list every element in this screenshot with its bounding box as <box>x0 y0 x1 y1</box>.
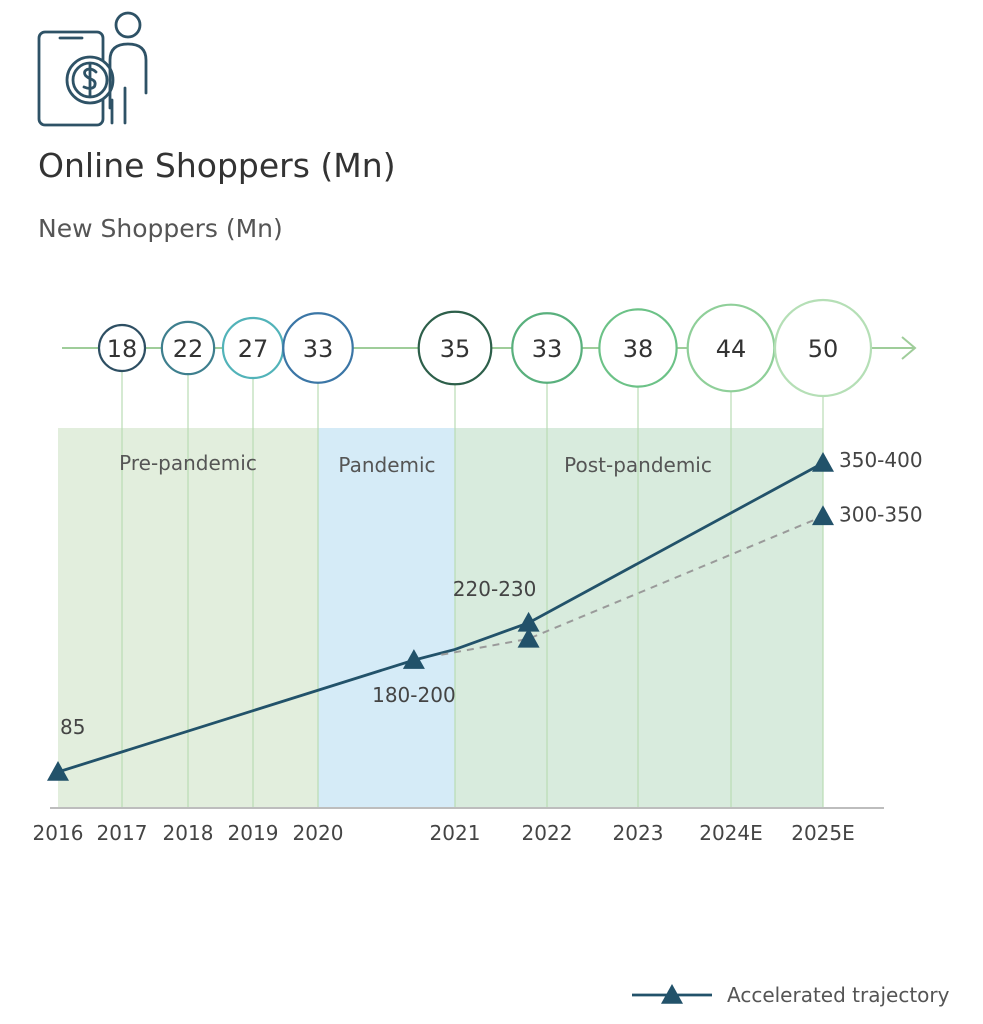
new-shoppers-value: 27 <box>238 335 269 363</box>
new-shoppers-value: 35 <box>440 335 471 363</box>
legend-label: Accelerated trajectory <box>727 983 950 1007</box>
phase-label: Pre-pandemic <box>119 451 257 475</box>
data-label: 180-200 <box>372 683 456 707</box>
data-point-marker <box>402 649 425 669</box>
new-shoppers-value: 18 <box>107 335 138 363</box>
x-tick-label: 2025E <box>791 821 855 845</box>
new-shoppers-bubble <box>598 308 678 388</box>
accelerated-trajectory-line <box>57 461 824 774</box>
legend-triangle-icon <box>661 984 683 1004</box>
new-shoppers-value: 22 <box>173 335 204 363</box>
new-shoppers-bubble <box>160 320 216 376</box>
data-label: 220-230 <box>453 577 537 601</box>
data-label: 300-350 <box>839 502 923 526</box>
x-tick-label: 2017 <box>97 821 148 845</box>
new-shoppers-bubble <box>511 312 583 384</box>
timeline-arrow-icon <box>901 336 917 360</box>
chart-title: Online Shoppers (Mn) <box>38 146 396 185</box>
baseline-trajectory-line <box>441 515 824 656</box>
new-shoppers-value: 38 <box>623 335 654 363</box>
x-tick-label: 2024E <box>699 821 763 845</box>
x-tick-label: 2016 <box>33 821 84 845</box>
new-shoppers-value: 33 <box>532 335 563 363</box>
data-label: 350-400 <box>839 448 923 472</box>
data-point-marker <box>517 611 540 632</box>
chart-subtitle: New Shoppers (Mn) <box>38 214 283 243</box>
new-shoppers-value: 50 <box>808 335 839 363</box>
new-shoppers-value: 33 <box>303 335 334 363</box>
x-tick-label: 2018 <box>163 821 214 845</box>
phase-band-pandemic <box>318 428 455 808</box>
phone-shopper-dollar-icon <box>37 11 148 127</box>
data-point-marker <box>517 627 540 648</box>
data-point-marker <box>812 452 834 472</box>
phase-label: Pandemic <box>338 453 435 477</box>
phase-band-post-pandemic <box>455 428 823 808</box>
data-point-marker <box>47 761 69 781</box>
x-tick-label: 2022 <box>522 821 573 845</box>
new-shoppers-bubble <box>773 298 873 398</box>
x-tick-label: 2023 <box>613 821 664 845</box>
phase-label: Post-pandemic <box>564 453 712 477</box>
new-shoppers-value: 44 <box>716 335 747 363</box>
x-tick-label: 2019 <box>228 821 279 845</box>
new-shoppers-bubble <box>97 323 147 373</box>
data-point-marker <box>812 505 834 526</box>
new-shoppers-bubble <box>282 312 354 384</box>
new-shoppers-bubble <box>417 310 493 386</box>
x-tick-label: 2021 <box>430 821 481 845</box>
data-label: 85 <box>60 715 85 739</box>
x-tick-label: 2020 <box>293 821 344 845</box>
